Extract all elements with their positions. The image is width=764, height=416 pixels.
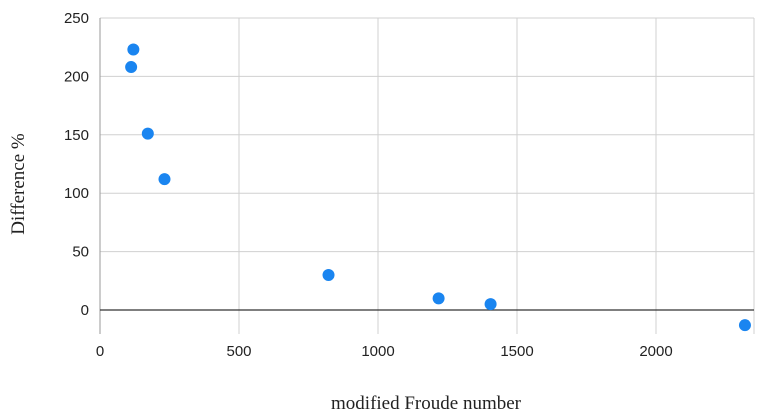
tick-labels: 0 50 100 150 200 250 0 500 1000 1500 2000 <box>64 10 673 360</box>
y-tick-label: 0 <box>81 302 89 319</box>
data-point <box>322 268 335 281</box>
y-tick-label: 200 <box>64 68 89 85</box>
data-point <box>125 61 138 74</box>
x-tick-label: 1000 <box>361 343 394 360</box>
y-tick-label: 50 <box>72 244 89 261</box>
y-tick-label: 100 <box>64 185 89 202</box>
data-point <box>158 173 171 186</box>
data-point <box>127 43 140 56</box>
y-axis-label: Difference % <box>8 133 29 235</box>
data-point <box>484 298 497 311</box>
data-point <box>141 127 154 140</box>
x-tick-label: 2000 <box>639 343 672 360</box>
x-tick-label: 0 <box>96 343 104 360</box>
y-tick-label: 150 <box>64 127 89 144</box>
axes <box>99 18 754 334</box>
data-point <box>738 319 751 332</box>
x-tick-label: 1500 <box>500 343 533 360</box>
gridlines <box>100 17 755 334</box>
x-axis-label: modified Froude number <box>331 393 522 414</box>
x-tick-label: 500 <box>226 343 251 360</box>
y-tick-label: 250 <box>64 10 89 27</box>
data-points <box>125 43 751 332</box>
data-point <box>432 292 445 305</box>
